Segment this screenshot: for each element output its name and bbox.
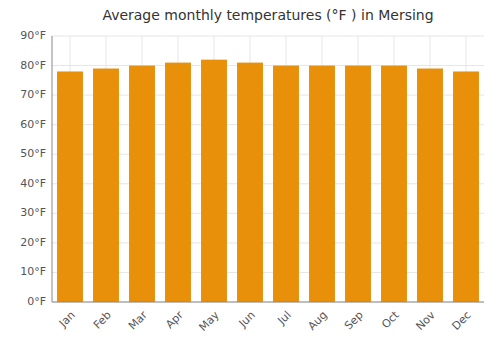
y-tick-label: 0°F — [27, 295, 46, 308]
y-tick-label: 30°F — [20, 206, 46, 219]
x-tick-label: Mar — [126, 308, 150, 332]
y-tick-label: 10°F — [20, 265, 46, 278]
y-tick-label: 70°F — [20, 88, 46, 101]
y-grid-line — [52, 302, 484, 303]
x-tick-label: Jul — [274, 309, 293, 328]
chart: 0°F 10°F 20°F 30°F 40°F 50°F 60°F 70°F 80°F 90°F J… — [0, 0, 500, 350]
bar — [165, 63, 191, 302]
x-tick-label: Aug — [305, 309, 329, 333]
grid — [52, 36, 484, 302]
bar — [309, 66, 335, 302]
y-tick-label: 60°F — [20, 118, 46, 131]
bar — [93, 69, 119, 302]
bar — [345, 66, 371, 302]
x-axis-line — [52, 302, 484, 303]
bar — [201, 60, 227, 302]
y-axis-line — [52, 36, 53, 302]
bar — [453, 71, 479, 302]
x-tick-label: Jan — [56, 309, 78, 331]
bar — [57, 71, 83, 302]
x-tick-label: Sep — [342, 309, 366, 333]
y-grid-line — [52, 36, 484, 37]
y-grid-line — [52, 65, 484, 66]
x-tick-label: Nov — [413, 308, 438, 333]
bars — [57, 60, 479, 302]
x-tick-label: Apr — [163, 308, 186, 331]
bar — [237, 63, 263, 302]
y-tick-label: 40°F — [20, 177, 46, 190]
y-tick-label: 90°F — [20, 29, 46, 42]
bar — [381, 66, 407, 302]
bar — [129, 66, 155, 302]
y-tick-label: 20°F — [20, 236, 46, 249]
x-tick-label: Dec — [450, 309, 474, 333]
x-tick-label: Feb — [91, 309, 114, 332]
x-tick-label: May — [196, 308, 222, 334]
x-tick-label: Oct — [379, 308, 402, 331]
y-tick-label: 50°F — [20, 147, 46, 160]
chart-container: 0°F 10°F 20°F 30°F 40°F 50°F 60°F 70°F 80°F 90°F J… — [0, 0, 500, 350]
title: Average monthly temperatures (°F ) in Me… — [102, 7, 433, 23]
y-tick-label: 80°F — [20, 59, 46, 72]
x-tick-label: Jun — [236, 309, 258, 331]
bar — [417, 69, 443, 302]
bar — [273, 66, 299, 302]
